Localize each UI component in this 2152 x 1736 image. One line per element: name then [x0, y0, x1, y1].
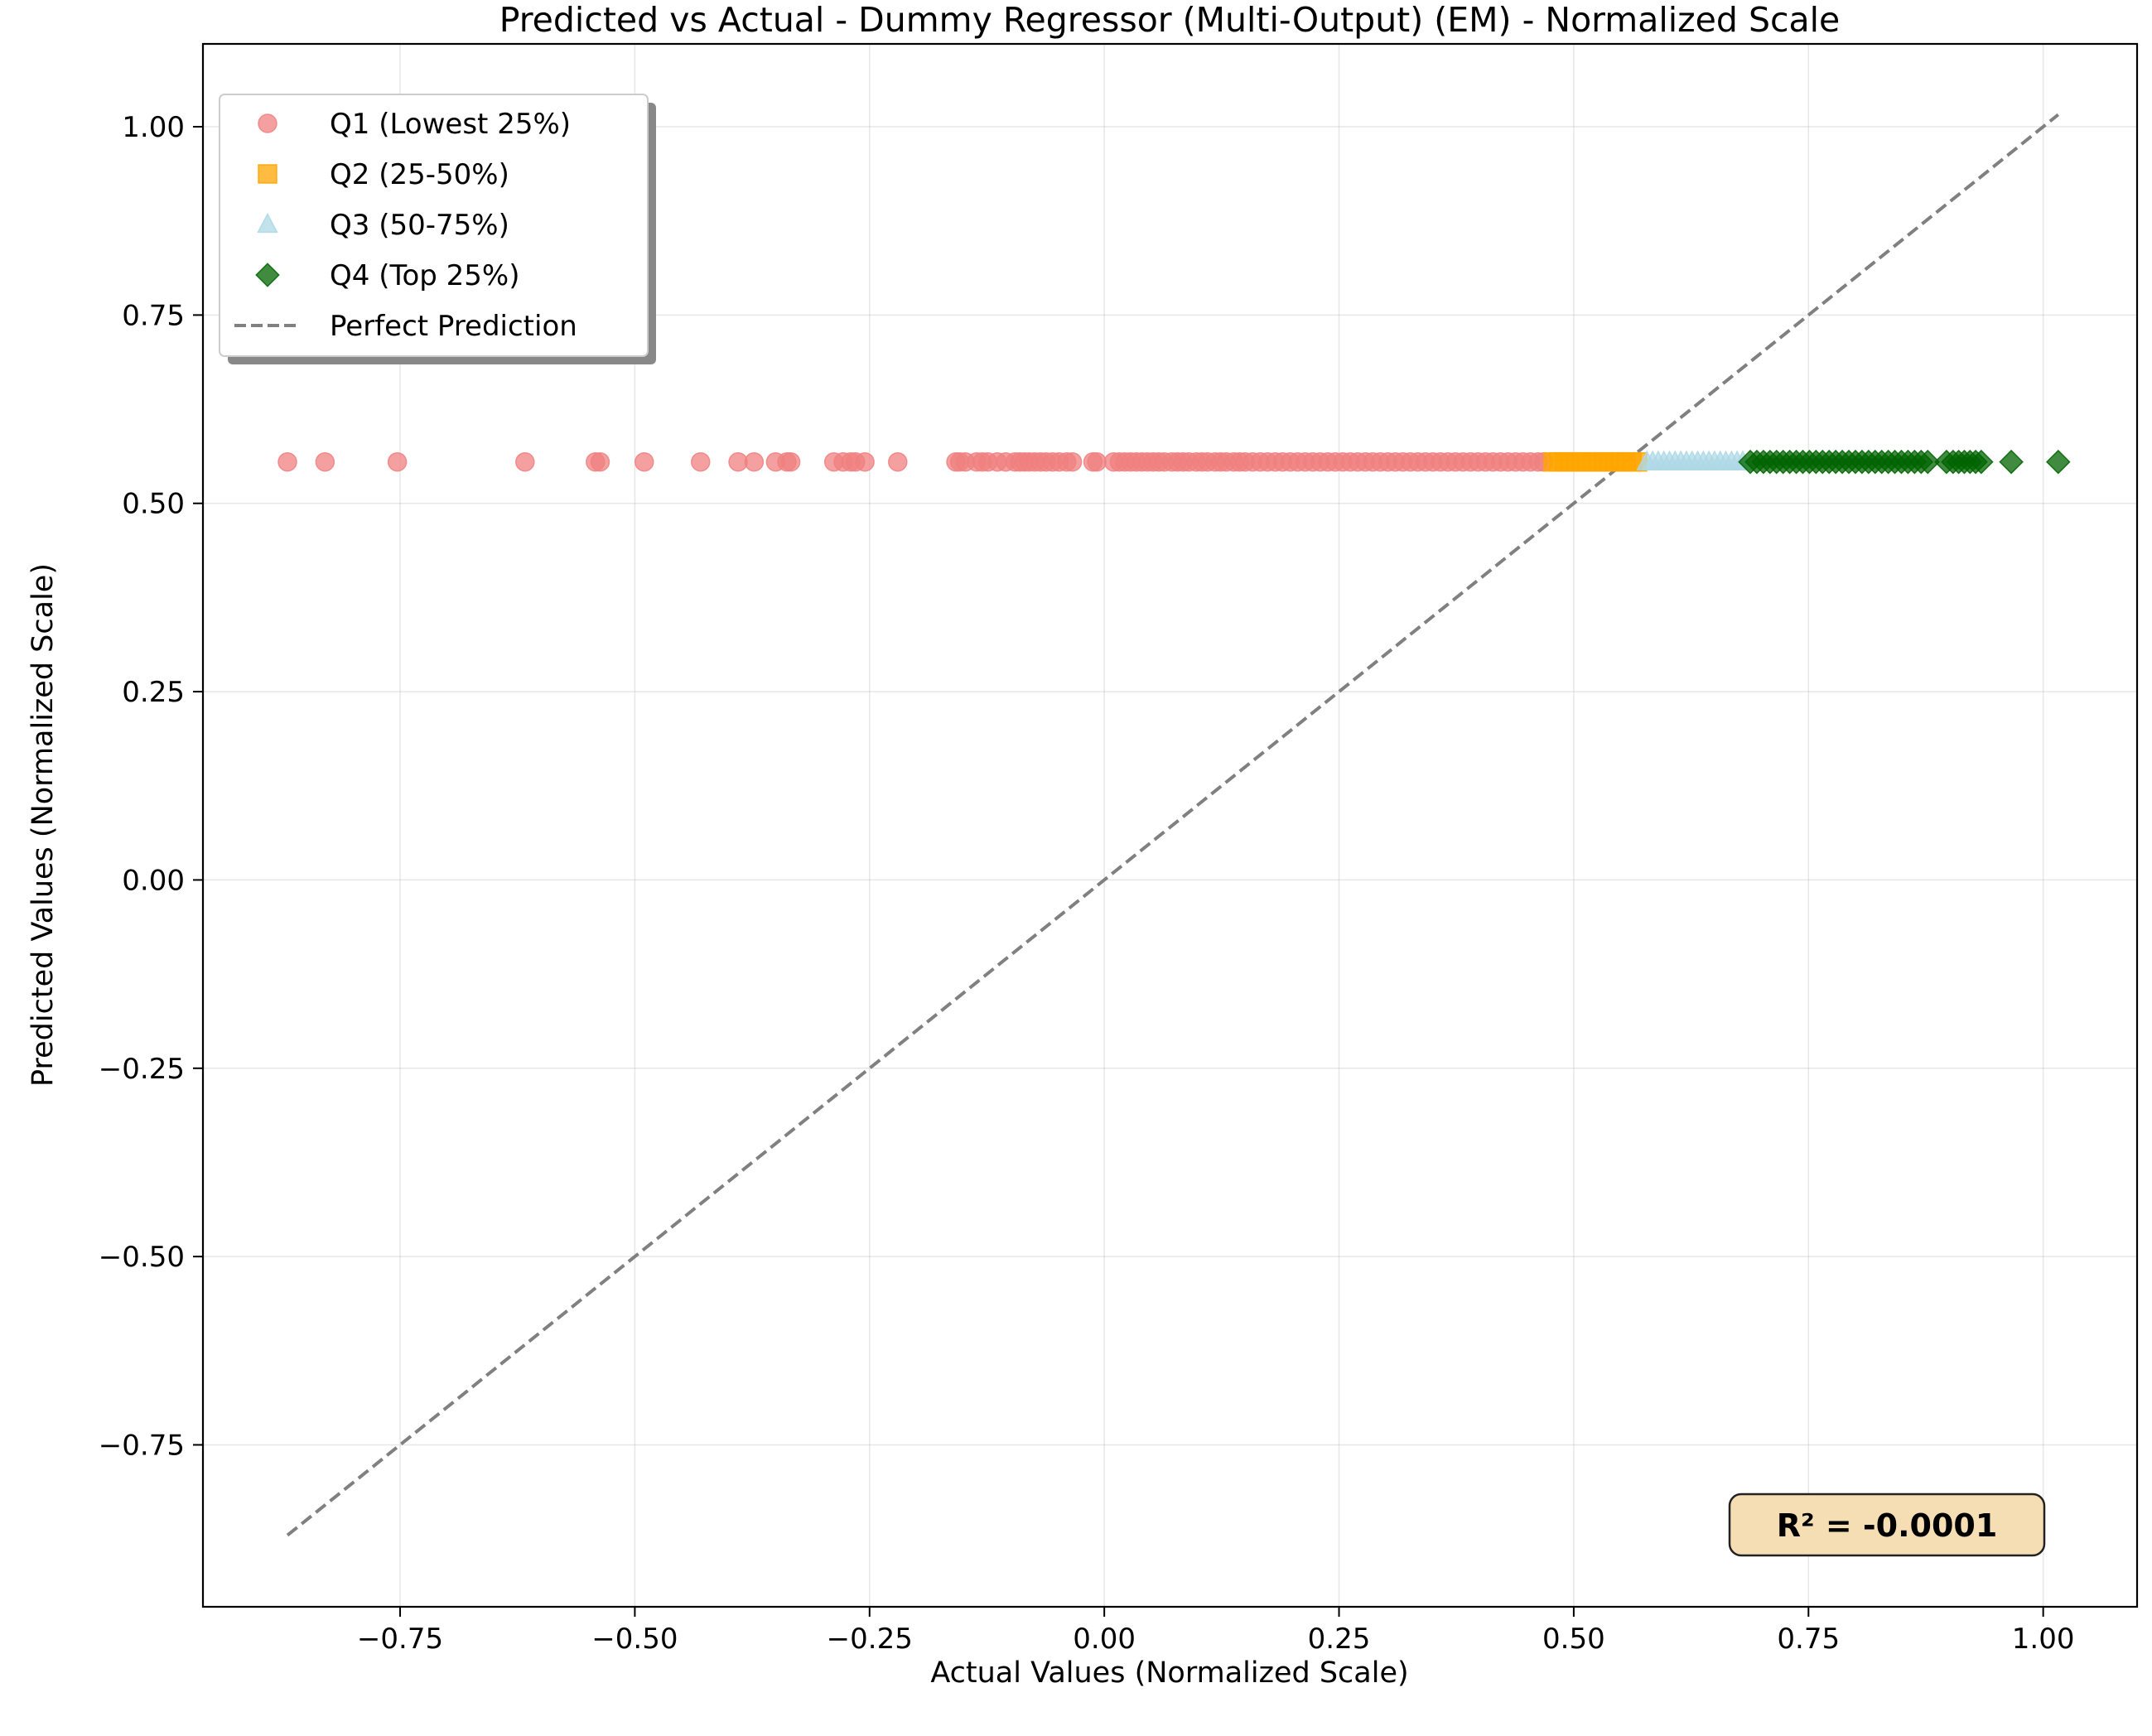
data-point — [1969, 449, 1994, 475]
data-point — [855, 451, 875, 472]
y-tick-label: −0.25 — [99, 1053, 185, 1086]
legend: Q1 (Lowest 25%) Q2 (25-50%) Q3 (50-75%) Q4 … — [219, 94, 656, 364]
legend-marker — [257, 212, 278, 234]
y-tick-label: 0.00 — [122, 864, 185, 897]
x-tick-label: 0.75 — [1777, 1623, 1840, 1656]
x-tick-label: 0.25 — [1308, 1623, 1371, 1656]
y-tick-label: 0.50 — [122, 488, 185, 521]
data-point — [1087, 451, 1107, 472]
data-point — [590, 451, 610, 472]
data-point — [2045, 449, 2071, 475]
series-q4 — [1738, 449, 2071, 475]
y-tick-label: 0.25 — [122, 676, 185, 709]
x-tick-label: −0.75 — [357, 1623, 443, 1656]
x-tick-label: 0.00 — [1073, 1623, 1136, 1656]
x-tick-label: −0.25 — [827, 1623, 913, 1656]
data-point — [780, 451, 801, 472]
series-q3 — [1636, 450, 1754, 470]
data-point — [515, 451, 535, 472]
legend-marker — [255, 263, 280, 287]
data-point — [315, 451, 335, 472]
y-axis-label: Predicted Values (Normalized Scale) — [27, 563, 60, 1087]
data-point — [888, 451, 908, 472]
plot-frame — [201, 42, 2139, 1608]
legend-label: Q3 (50-75%) — [330, 209, 509, 242]
r2-text: R² = -0.0001 — [1777, 1507, 1998, 1544]
data-point — [387, 451, 408, 472]
y-tick-label: 0.75 — [122, 299, 185, 332]
y-tick-label: 1.00 — [122, 111, 185, 144]
legend-label: Q4 (Top 25%) — [330, 259, 519, 292]
legend-box — [219, 94, 649, 357]
legend-label: Perfect Prediction — [330, 310, 577, 343]
y-axis-ticks: −0.75 −0.50 −0.25 0.00 0.25 0.50 0.75 1.00 — [99, 111, 203, 1462]
grid — [203, 44, 2137, 1607]
series-q2 — [1543, 451, 1648, 472]
data-points — [277, 449, 2071, 475]
y-tick-label: −0.75 — [99, 1429, 185, 1462]
data-point — [691, 451, 711, 472]
data-point — [1062, 451, 1083, 472]
r2-annotation: R² = -0.0001 — [1728, 1492, 2046, 1557]
series-q1 — [277, 451, 1554, 472]
data-point — [1915, 449, 1941, 475]
legend-label: Q2 (25-50%) — [330, 158, 509, 191]
y-tick-label: −0.50 — [99, 1241, 185, 1274]
data-point — [634, 451, 654, 472]
legend-marker — [258, 164, 277, 184]
x-axis-label: Actual Values (Normalized Scale) — [930, 1656, 1408, 1690]
legend-items: Q1 (Lowest 25%) Q2 (25-50%) Q3 (50-75%) Q4 … — [234, 108, 577, 343]
perfect-prediction-line — [286, 113, 2060, 1537]
data-point — [277, 451, 297, 472]
legend-label: Q1 (Lowest 25%) — [330, 108, 571, 141]
data-point — [744, 451, 765, 472]
r2-box — [1728, 1492, 2046, 1557]
perfect-line-layer — [286, 113, 2060, 1537]
chart-title: Predicted vs Actual - Dummy Regressor (M… — [499, 0, 1841, 40]
x-tick-label: −0.50 — [591, 1623, 678, 1656]
x-tick-label: 0.50 — [1542, 1623, 1605, 1656]
legend-marker — [258, 113, 277, 133]
data-point — [1999, 449, 2024, 475]
x-tick-label: 1.00 — [2012, 1623, 2075, 1656]
x-axis-ticks: −0.75 −0.50 −0.25 0.00 0.25 0.50 0.75 1.00 — [357, 1607, 2075, 1656]
